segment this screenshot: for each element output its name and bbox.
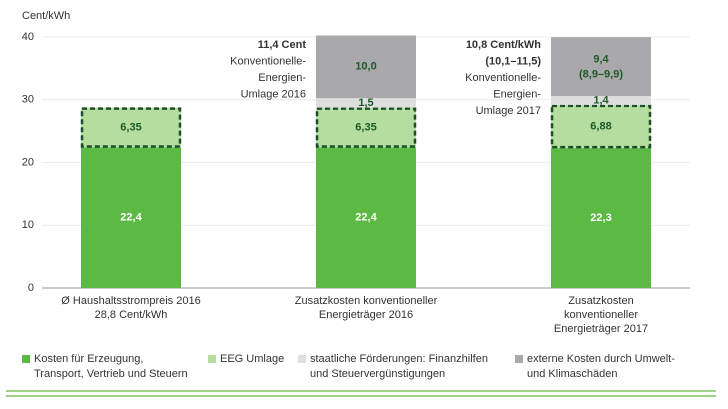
bar-segment (551, 96, 651, 105)
legend-label: EEG Umlage (220, 352, 284, 367)
legend-label: staatliche Förderungen: Finanzhilfen und … (310, 352, 488, 382)
legend-label: externe Kosten durch Umwelt-und Klimasch… (527, 352, 675, 382)
x-tick-label: Energieträger 2017 (554, 323, 648, 335)
value-label: 22,4 (120, 212, 142, 224)
x-tick-label: 28,8 Cent/kWh (95, 309, 168, 321)
annotation: Konventionelle- (465, 72, 541, 84)
legend-label-line: EEG Umlage (220, 353, 285, 365)
x-tick-label: Zusatzkosten (568, 295, 633, 307)
bar-segment (81, 107, 181, 148)
bar-segment (81, 147, 181, 288)
bar-segment (551, 37, 651, 97)
legend-swatch (515, 355, 523, 363)
value-label: 22,4 (355, 212, 377, 224)
legend-label-line: externe Kosten durch Umwelt- (527, 353, 675, 365)
legend-swatch (208, 355, 216, 363)
bar-segment (551, 148, 651, 288)
annotation: Umlage 2016 (241, 88, 306, 100)
bar-segment (316, 147, 416, 288)
x-tick-label: Energieträger 2016 (319, 309, 413, 321)
value-label: 9,4 (593, 54, 609, 66)
legend-label-line: und Klimaschäden (527, 368, 618, 380)
x-tick-label: Zusatzkosten konventioneller (295, 295, 438, 307)
value-label: 6,35 (120, 121, 141, 133)
value-label: 6,88 (590, 120, 611, 132)
value-label: 1,4 (593, 94, 609, 106)
legend-label-line: staatliche Förderungen: Finanzhilfen (310, 353, 488, 365)
bar-segment (316, 107, 416, 148)
legend-label-line: und Steuervergünstigungen (310, 368, 446, 380)
x-tick-label: Ø Haushaltsstrompreis 2016 (61, 295, 200, 307)
segment-outline (315, 107, 417, 148)
bar-segment (316, 98, 416, 108)
annotation: Energien- (493, 88, 541, 100)
legend-swatch (298, 355, 306, 363)
annotation: 11,4 Cent (258, 39, 307, 51)
legend-label-line: Kosten für Erzeugung, (34, 353, 144, 365)
value-label: 10,0 (355, 61, 376, 73)
bar-segment (551, 104, 651, 149)
y-tick-label: 30 (22, 94, 34, 106)
y-tick-label: 10 (22, 219, 34, 231)
bar-segment (316, 35, 416, 99)
value-label: 22,3 (590, 212, 611, 224)
legend-label-line: Transport, Vertrieb und Steuern (34, 368, 188, 380)
segment-outline (550, 104, 652, 149)
legend-swatch (22, 355, 30, 363)
y-axis-label: Cent/kWh (22, 10, 70, 22)
y-tick-label: 40 (22, 31, 34, 43)
value-label: 1,5 (358, 97, 373, 109)
annotation: 10,8 Cent/kWh (466, 39, 541, 51)
value-label: 6,35 (355, 121, 376, 133)
y-tick-label: 20 (22, 156, 34, 168)
x-tick-label: konventioneller (564, 309, 638, 321)
annotation: (10,1–11,5) (485, 55, 541, 67)
annotation: Umlage 2017 (476, 105, 541, 117)
annotation: Energien- (258, 72, 306, 84)
legend-label: Kosten für Erzeugung, Transport, Vertrieb… (34, 352, 188, 382)
annotation: Konventionelle- (230, 55, 306, 67)
range-label: (8,9–9,9) (579, 69, 623, 81)
y-tick-label: 0 (28, 282, 34, 294)
segment-outline (80, 107, 182, 148)
